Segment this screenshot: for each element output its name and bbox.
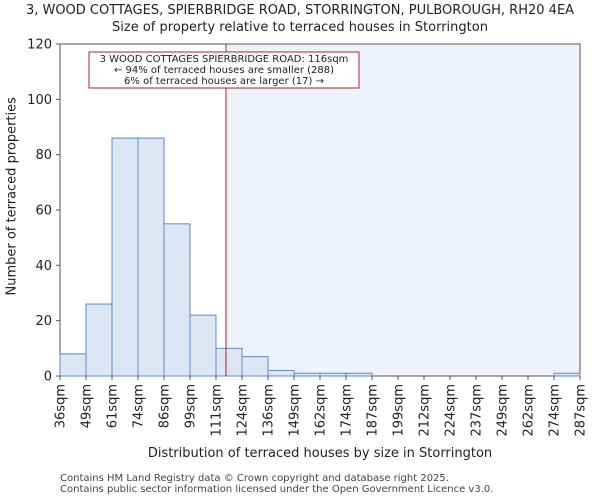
y-tick-label: 120 xyxy=(27,38,52,53)
y-tick-label: 20 xyxy=(35,314,52,329)
annotation-box xyxy=(88,51,360,89)
x-tick-label: 86sqm xyxy=(158,384,173,428)
x-tick-label: 162sqm xyxy=(314,384,329,437)
x-axis-label: Distribution of terraced houses by size … xyxy=(147,446,493,461)
histogram-bar xyxy=(111,137,139,377)
histogram-bar xyxy=(293,372,321,377)
x-tick-label: 124sqm xyxy=(236,384,251,437)
x-tick-label: 36sqm xyxy=(54,384,69,428)
x-tick-label: 99sqm xyxy=(184,384,199,428)
y-tick-label: 0 xyxy=(44,370,52,385)
x-tick-label: 274sqm xyxy=(548,384,563,437)
histogram-bar xyxy=(345,372,373,377)
x-tick-label: 49sqm xyxy=(80,384,95,428)
annotation-text-line: 6% of terraced houses are larger (17) → xyxy=(124,76,324,87)
histogram-bar xyxy=(215,347,243,377)
x-tick-label: 149sqm xyxy=(288,384,303,437)
x-tick-label: 199sqm xyxy=(392,384,407,437)
histogram-bar xyxy=(163,223,191,377)
histogram-bar xyxy=(241,356,269,377)
x-tick-label: 237sqm xyxy=(470,384,485,437)
footer-line2: Contains public sector information licen… xyxy=(60,484,494,495)
y-tick-label: 80 xyxy=(35,148,52,163)
histogram-bar xyxy=(59,353,87,377)
chart-title-line2: Size of property relative to terraced ho… xyxy=(112,20,488,35)
chart-title-line1: 3, WOOD COTTAGES, SPIERBRIDGE ROAD, STOR… xyxy=(25,3,575,18)
x-tick-label: 174sqm xyxy=(340,384,355,437)
highlight-region xyxy=(226,44,580,376)
x-tick-label: 187sqm xyxy=(366,384,381,437)
y-tick-label: 60 xyxy=(35,204,52,219)
x-tick-label: 224sqm xyxy=(444,384,459,437)
histogram-bar xyxy=(85,303,113,377)
histogram-bar xyxy=(553,372,581,377)
x-tick-label: 74sqm xyxy=(132,384,147,428)
x-tick-label: 136sqm xyxy=(262,384,277,437)
annotation-text-line: 3 WOOD COTTAGES SPIERBRIDGE ROAD: 116sqm xyxy=(100,54,349,65)
x-tick-label: 249sqm xyxy=(496,384,511,437)
y-axis-label: Number of terraced properties xyxy=(4,97,20,296)
histogram-bar xyxy=(267,369,295,377)
x-tick-label: 212sqm xyxy=(418,384,433,437)
annotation-text-line: ← 94% of terraced houses are smaller (28… xyxy=(114,65,334,76)
histogram-bar xyxy=(319,372,347,377)
y-tick-label: 40 xyxy=(35,259,52,274)
y-tick-label: 100 xyxy=(27,93,52,108)
histogram-bar xyxy=(189,314,217,377)
histogram-bar xyxy=(137,137,165,377)
footer-line1: Contains HM Land Registry data © Crown c… xyxy=(60,473,449,484)
x-tick-label: 111sqm xyxy=(210,384,225,437)
x-tick-label: 61sqm xyxy=(106,384,121,428)
x-tick-label: 287sqm xyxy=(574,384,589,437)
x-tick-label: 262sqm xyxy=(522,384,537,437)
